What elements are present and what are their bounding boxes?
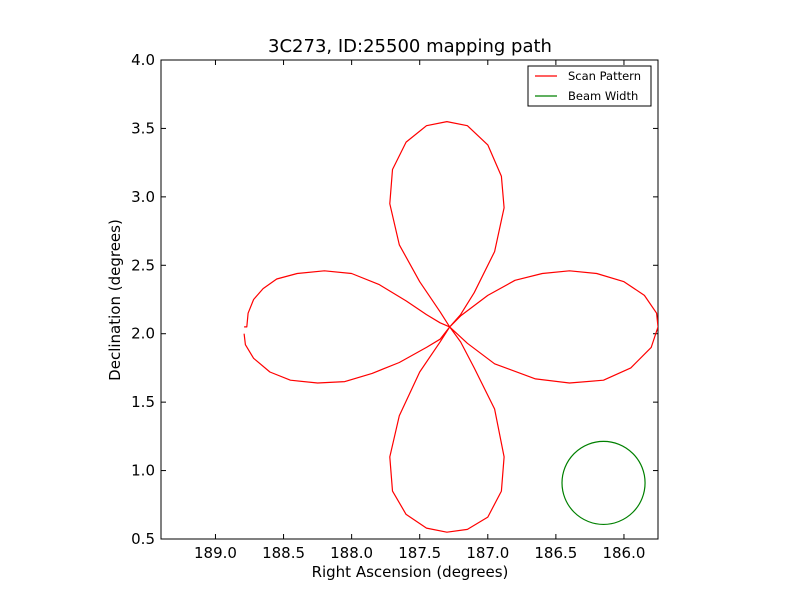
y-axis-label: Declination (degrees): [106, 219, 124, 381]
beam-width-circle: [561, 440, 646, 526]
series-layer: [243, 120, 658, 533]
legend-box: [527, 65, 652, 107]
y-tick-label: 0.5: [131, 530, 155, 548]
plot-area: [160, 59, 659, 540]
axis-ticks: 189.0 188.5 188.0 187.5 187.0 186.5 186.0 0.5 1.…: [131, 51, 658, 562]
y-tick-label: 2.0: [131, 325, 155, 343]
x-tick-label: 186.0: [602, 544, 645, 562]
y-tick-label: 1.5: [131, 393, 155, 411]
x-axis-label: Right Ascension (degrees): [312, 563, 509, 581]
x-tick-label: 187.5: [398, 544, 441, 562]
x-tick-label: 189.0: [194, 544, 237, 562]
y-tick-label: 2.5: [131, 256, 155, 274]
y-tick-label: 1.0: [131, 462, 155, 480]
x-tick-label: 186.5: [534, 544, 577, 562]
y-tick-label: 4.0: [131, 51, 155, 69]
legend: Scan Pattern Beam Width: [527, 65, 652, 107]
y-tick-label: 3.0: [131, 188, 155, 206]
scan-pattern-line: [243, 120, 658, 533]
x-tick-label: 188.5: [262, 544, 305, 562]
legend-label-scan-pattern: Scan Pattern: [568, 69, 641, 83]
x-tick-label: 187.0: [466, 544, 509, 562]
chart-title: 3C273, ID:25500 mapping path: [268, 36, 552, 57]
y-tick-label: 3.5: [131, 119, 155, 137]
legend-label-beam-width: Beam Width: [568, 89, 638, 103]
x-tick-label: 188.0: [330, 544, 373, 562]
